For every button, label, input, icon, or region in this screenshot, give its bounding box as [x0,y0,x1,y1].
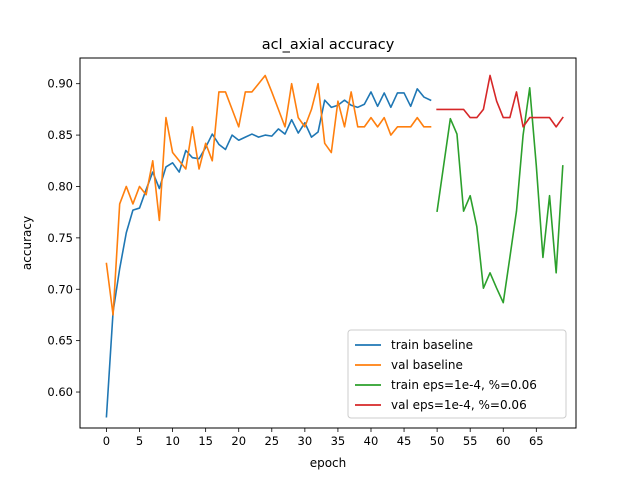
y-tick-label: 0.60 [47,385,73,399]
legend-entry: train eps=1e-4, %=0.06 [391,378,537,392]
y-tick-label: 0.65 [47,334,73,348]
x-tick-label: 40 [364,434,379,448]
legend-entry: val eps=1e-4, %=0.06 [391,398,527,412]
x-tick-label: 20 [231,434,246,448]
y-tick-label: 0.85 [47,128,73,142]
y-axis-label: accuracy [20,216,34,270]
series-line-0 [105,88,432,418]
y-tick-label: 0.90 [47,77,73,91]
x-tick-label: 35 [331,434,346,448]
legend-entry: train baseline [391,338,473,352]
x-tick-label: 25 [264,434,279,448]
x-tick-label: 30 [298,434,313,448]
y-tick-label: 0.80 [47,179,73,193]
y-tick-label: 0.75 [47,231,73,245]
x-tick-label: 15 [198,434,213,448]
x-tick-label: 50 [430,434,445,448]
legend: train baseline val baseline train eps=1e-4… [347,329,567,419]
y-tick-label: 0.70 [47,282,73,296]
x-axis-label: epoch [310,456,347,470]
x-tick-label: 65 [529,434,544,448]
y-axis-ticks: 0.60 0.65 0.70 0.75 0.80 0.85 0.90 [47,77,80,399]
chart-title: acl_axial accuracy [262,37,395,53]
series-line-2 [436,87,564,304]
legend-entry: val baseline [391,358,463,372]
plot-frame [79,57,577,429]
series-line-3 [436,74,564,128]
x-tick-label: 45 [397,434,412,448]
x-tick-label: 5 [136,434,143,448]
x-tick-label: 55 [463,434,478,448]
x-axis-ticks: 0 5 10 15 20 25 30 35 40 45 50 55 60 65 [103,428,544,448]
series-lines [105,74,564,418]
x-tick-label: 60 [496,434,511,448]
series-line-1 [105,74,432,316]
x-tick-label: 0 [103,434,110,448]
legend-box [347,329,567,419]
x-tick-label: 10 [165,434,180,448]
